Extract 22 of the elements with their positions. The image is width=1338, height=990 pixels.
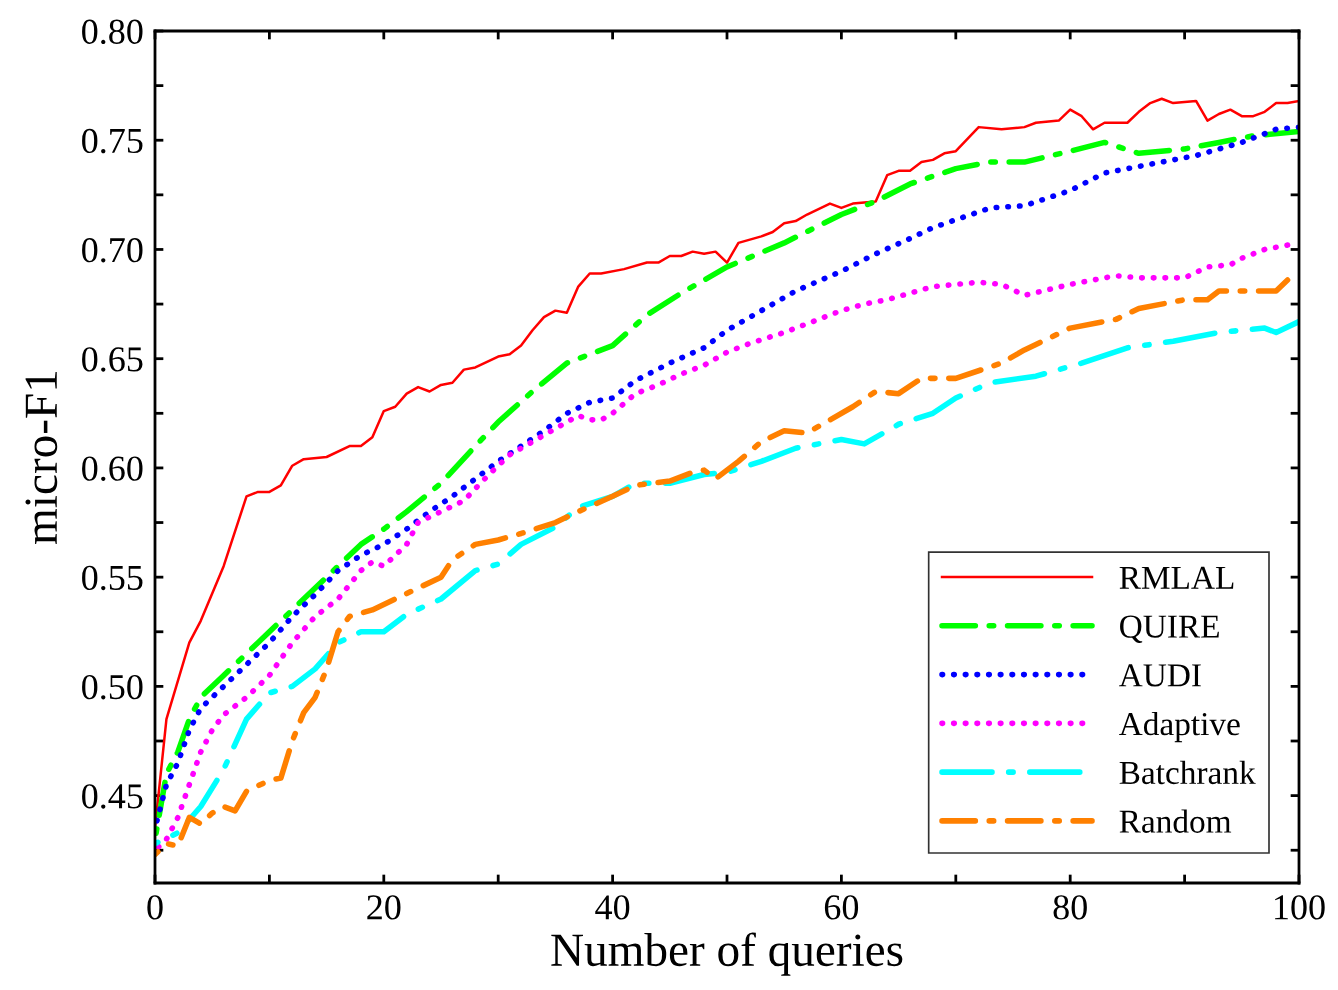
y-tick-label: 0.45 (82, 784, 143, 809)
y-tick-label: 0.60 (82, 456, 143, 481)
x-tick-label: 80 (1053, 895, 1087, 920)
y-tick-label: 0.70 (82, 237, 143, 263)
x-tick-label: 0 (147, 895, 163, 920)
legend-label: QUIRE (1120, 615, 1219, 643)
x-tick-label: 20 (367, 895, 401, 920)
legend-label: Batchrank (1119, 760, 1256, 785)
x-axis-title: Number of queries (551, 932, 903, 976)
x-tick-label: 60 (824, 895, 859, 920)
legend-label: RMLAL (1119, 566, 1234, 589)
y-axis-title: micro-F1 (25, 371, 58, 544)
x-tick-label: 100 (1275, 895, 1325, 920)
y-tick-label: 0.50 (82, 674, 143, 700)
y-tick-label: 0.75 (82, 128, 143, 154)
y-tick-label: 0.80 (82, 19, 143, 45)
y-tick-label: 0.55 (82, 565, 143, 591)
legend-label: Random (1119, 809, 1232, 833)
legend-label: AUDI (1119, 664, 1201, 687)
legend-label: Adaptive (1119, 711, 1240, 743)
y-tick-label: 0.65 (82, 347, 143, 372)
x-tick-label: 40 (595, 895, 630, 920)
